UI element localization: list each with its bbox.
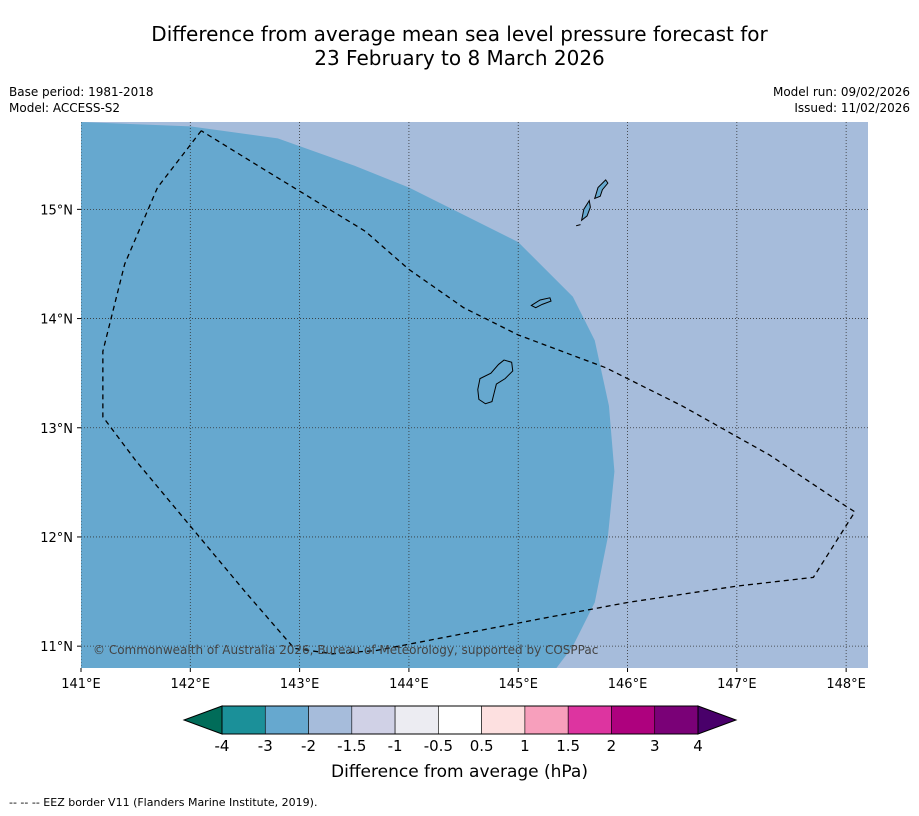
colorbar-tick-label: 1 [520,737,530,755]
island-saipan [593,179,609,200]
island-guam [477,359,514,405]
colorbar-tick-label: 1.5 [556,737,580,755]
colorbar-tick-label: 2 [607,737,617,755]
model-name: Model: ACCESS-S2 [9,101,121,115]
title-line-1: Difference from average mean sea level p… [151,22,768,46]
gridlines [81,122,868,668]
lon-tick-label: 143°E [280,677,320,692]
plot-area: © Commonwealth of Australia 2026, Bureau… [81,122,868,668]
colorbar-tick-label: -3 [258,737,273,755]
colorbar-segment [221,705,266,735]
island-tinian [580,199,591,222]
colorbar-label: Difference from average (hPa) [331,762,588,782]
colorbar-extend-high [697,705,738,735]
footnote: -- -- -- EEZ border V11 (Flanders Marine… [9,796,318,809]
copyright-text: © Commonwealth of Australia 2026, Bureau… [93,643,598,657]
colorbar: -4 -3 -2 -1.5 -1 -0.5 0.5 1 1.5 2 3 4 [182,705,738,755]
issued-date: Issued: 11/02/2026 [794,101,910,115]
colorbar-segment [264,705,309,735]
colorbar-tick-label: -4 [215,737,230,755]
colorbar-frame [221,705,699,735]
island-rota [530,297,552,309]
island-aguijan [576,224,581,227]
colorbar-extend-low [182,705,223,735]
eez-border [102,130,856,655]
lat-tick-label: 12°N [40,531,73,546]
colorbar-tick-label: -0.5 [424,737,453,755]
chart-title: Difference from average mean sea level p… [0,22,919,70]
colorbar-tick-label: 0.5 [470,737,494,755]
colorbar-segment [308,705,353,735]
meta-left: Base period: 1981-2018 Model: ACCESS-S2 [9,84,154,116]
lon-tick-label: 146°E [608,677,648,692]
colorbar-segment [611,705,656,735]
colorbar-tick-label: -2 [301,737,316,755]
lat-tick-label: 13°N [40,422,73,437]
colorbar-segment [394,705,439,735]
model-run: Model run: 09/02/2026 [772,85,910,99]
colorbar-segment [481,705,526,735]
colorbar-segment [567,705,612,735]
lon-tick-label: 148°E [826,677,866,692]
lat-tick-label: 14°N [40,313,73,328]
colorbar-tick-label: 3 [650,737,660,755]
lat-tick-label: 15°N [40,203,73,218]
colorbar-tick-label: -1.5 [337,737,366,755]
colorbar-segment [438,705,482,735]
colorbar-tick-label: 4 [693,737,703,755]
lon-tick-label: 145°E [498,677,538,692]
meta-right: Model run: 09/02/2026 Issued: 11/02/2026 [773,84,910,116]
title-line-2: 23 February to 8 March 2026 [314,46,605,70]
lon-tick-label: 141°E [61,677,101,692]
colorbar-segment [524,705,569,735]
lon-tick-label: 147°E [717,677,757,692]
base-period: Base period: 1981-2018 [9,85,154,99]
lat-tick-label: 11°N [40,640,73,655]
colorbar-segment [654,705,699,735]
field-band-minus3-minus2 [81,122,615,668]
colorbar-segment [351,705,396,735]
lon-tick-label: 142°E [171,677,211,692]
colorbar-tick-label: -1 [388,737,403,755]
lon-tick-label: 144°E [389,677,429,692]
